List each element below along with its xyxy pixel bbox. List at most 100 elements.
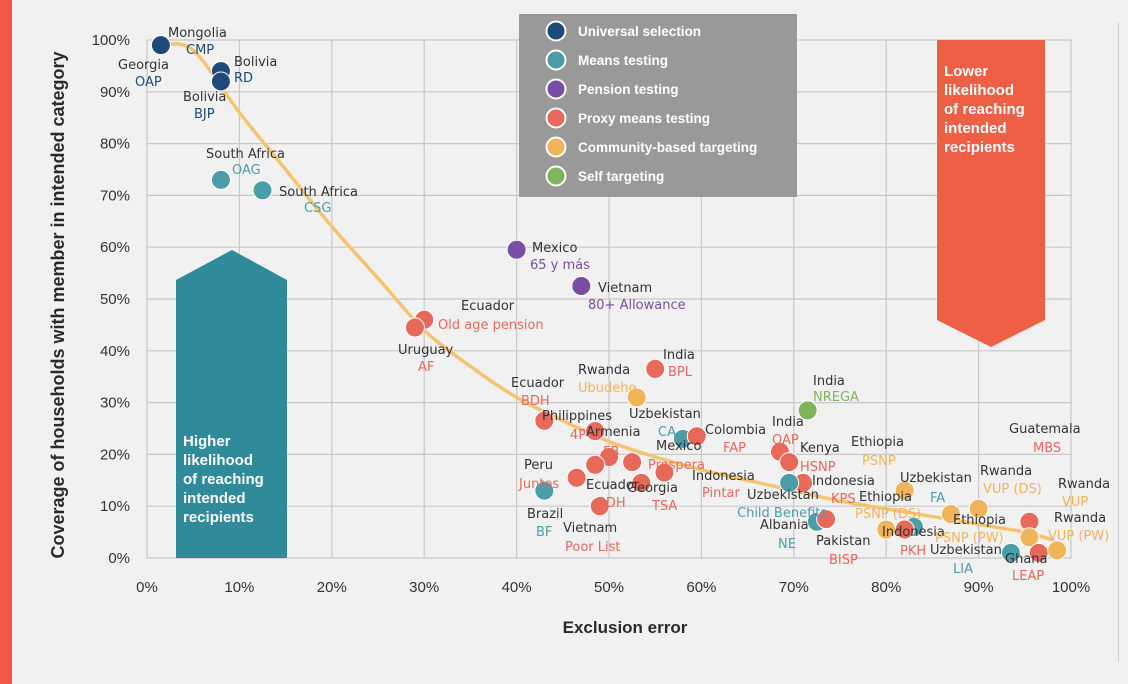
point-program-label: Pintar — [702, 486, 740, 501]
point-program-label: NE — [778, 537, 796, 552]
x-tick-label: 50% — [594, 579, 624, 596]
point-country-label: Mexico — [532, 241, 577, 256]
data-point — [654, 462, 675, 483]
data-point — [779, 472, 800, 493]
x-tick-label: 40% — [502, 579, 532, 596]
point-country-label: Philippines — [542, 409, 612, 424]
data-points — [150, 35, 1068, 563]
legend-swatch — [545, 136, 567, 158]
point-program-label: PSNP (PW) — [935, 531, 1004, 546]
point-country-label: Uzbekistan — [747, 488, 819, 503]
point-country-label: Ethiopia — [953, 513, 1006, 528]
data-point — [645, 358, 666, 379]
point-country-label: Uzbekistan — [900, 471, 972, 486]
data-point — [585, 454, 606, 475]
data-point — [589, 496, 610, 517]
y-tick-label: 20% — [100, 446, 130, 463]
legend-entry-label: Universal selection — [578, 24, 701, 39]
higher-likelihood-label: intended — [183, 490, 246, 507]
data-point — [585, 421, 606, 442]
point-program-label: BISP — [829, 553, 858, 568]
point-country-label: Vietnam — [563, 521, 617, 536]
data-point — [1000, 542, 1021, 563]
point-country-label: India — [772, 415, 804, 430]
point-program-label: CSG — [304, 201, 331, 216]
legend-entry-label: Proxy means testing — [578, 111, 710, 126]
point-country-label: Bolivia — [183, 90, 226, 105]
y-tick-label: 40% — [100, 343, 130, 360]
point-country-label: Mongolia — [168, 26, 227, 41]
higher-likelihood-label: recipients — [183, 509, 254, 526]
point-country-label: Indonesia — [882, 525, 945, 540]
y-tick-label: 60% — [100, 239, 130, 256]
data-point — [1019, 527, 1040, 548]
point-country-label: South Africa — [279, 185, 358, 200]
lower-likelihood-label: of reaching — [944, 101, 1025, 118]
point-country-label: Peru — [524, 458, 553, 473]
right-divider — [1118, 22, 1119, 662]
legend-swatch — [545, 107, 567, 129]
point-country-label: Ecuador — [461, 299, 515, 314]
point-program-label: Child Benefits — [737, 506, 827, 521]
lower-likelihood-label: likelihood — [944, 82, 1014, 99]
data-point — [571, 276, 592, 297]
accent-bar — [0, 0, 12, 684]
point-program-label: Old age pension — [438, 318, 544, 333]
lower-likelihood-label: intended — [944, 120, 1007, 137]
higher-likelihood-label: likelihood — [183, 452, 253, 469]
data-point — [686, 426, 707, 447]
data-point — [506, 239, 527, 260]
point-country-label: Armenia — [586, 425, 641, 440]
point-country-label: Ecuador — [511, 376, 565, 391]
point-country-label: Georgia — [627, 481, 678, 496]
point-program-label: 4P — [570, 428, 586, 443]
point-country-label: Vietnam — [598, 281, 652, 296]
point-country-label: Rwanda — [1054, 511, 1106, 526]
point-country-label: Mexico — [656, 439, 701, 454]
point-program-label: VUP — [1062, 495, 1088, 510]
point-country-label: India — [663, 348, 695, 363]
y-tick-label: 80% — [100, 136, 130, 153]
higher-likelihood-label: Higher — [183, 433, 231, 450]
x-tick-label: 20% — [317, 579, 347, 596]
point-country-label: Bolivia — [234, 55, 277, 70]
point-country-label: Indonesia — [812, 474, 875, 489]
point-country-label: Georgia — [118, 58, 169, 73]
legend: Universal selection Means testing Pension … — [519, 14, 797, 197]
point-country-label: Ethiopia — [851, 435, 904, 450]
point-program-label: FB — [603, 445, 619, 460]
data-point — [150, 35, 171, 56]
point-program-label: Ubudehe — [578, 381, 637, 396]
legend-entry-label: Community-based targeting — [578, 140, 757, 155]
data-point — [210, 169, 231, 190]
data-point — [779, 452, 800, 473]
legend-swatch — [545, 165, 567, 187]
point-country-label: Ecuador — [586, 478, 640, 493]
point-program-label: VUP (PW) — [1048, 529, 1109, 544]
higher-likelihood-label: of reaching — [183, 471, 264, 488]
point-country-label: South Africa — [206, 147, 285, 162]
point-program-label: OAP — [772, 433, 799, 448]
y-tick-label: 10% — [100, 498, 130, 515]
data-point — [626, 387, 647, 408]
point-program-label: KPS — [831, 492, 856, 507]
x-tick-label: 80% — [871, 579, 901, 596]
data-point — [797, 400, 818, 421]
point-program-label: BDH — [597, 496, 626, 511]
point-country-label: Rwanda — [578, 363, 630, 378]
point-program-label: LEAP — [1012, 569, 1044, 584]
lower-likelihood-label: Lower — [944, 63, 988, 80]
data-point — [631, 472, 652, 493]
x-axis-title: Exclusion error — [563, 618, 688, 637]
legend-swatch — [545, 20, 567, 42]
legend-entry-label: Self targeting — [578, 169, 664, 184]
y-tick-label: 70% — [100, 187, 130, 204]
point-program-label: Poor List — [565, 540, 621, 555]
point-program-label: PKH — [900, 544, 926, 559]
point-program-label: MBS — [1033, 441, 1061, 456]
point-program-label: LIA — [953, 562, 973, 577]
x-tick-label: 90% — [964, 579, 994, 596]
point-country-label: Rwanda — [1058, 477, 1110, 492]
